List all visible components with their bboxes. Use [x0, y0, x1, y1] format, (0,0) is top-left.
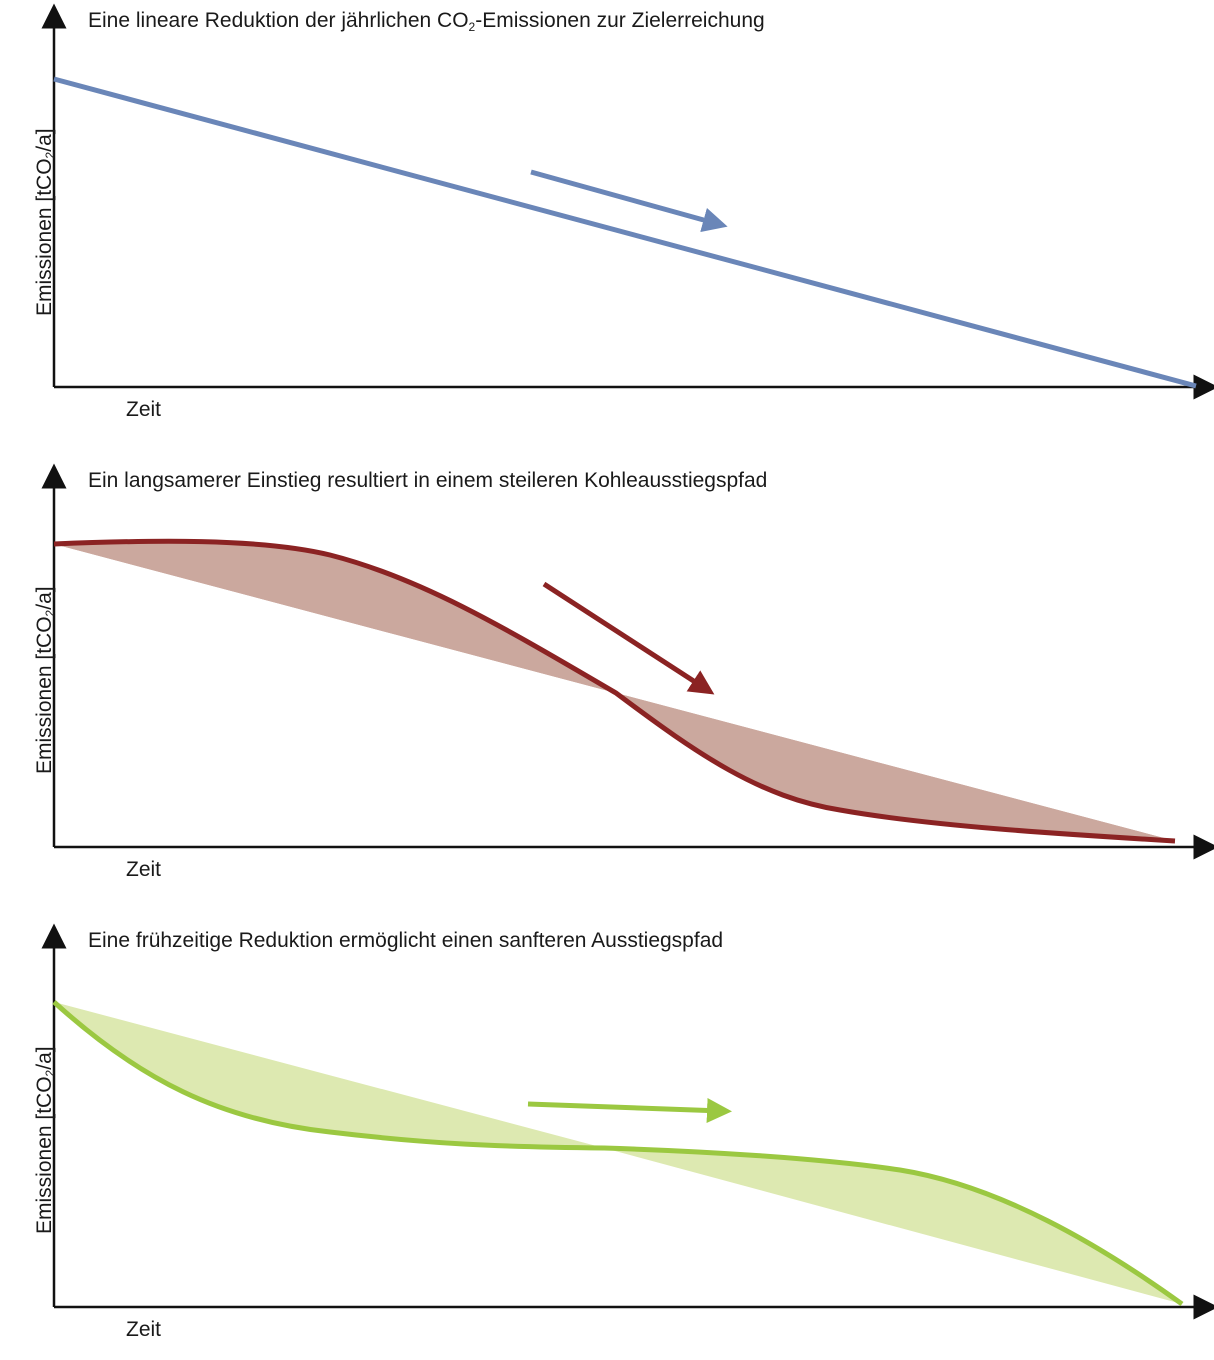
y-axis-label: Emissionen [tCO2/a]: [33, 1046, 57, 1234]
area-fill-upper: [54, 1002, 604, 1148]
x-axis-label: Zeit: [126, 858, 162, 881]
panel-title: Eine lineare Reduktion der jährlichen CO…: [88, 9, 765, 34]
linear-path: [53, 76, 1197, 389]
x-axis-label: Zeit: [126, 398, 162, 421]
y-axis-label: Emissionen [tCO2/a]: [33, 586, 57, 774]
early-start-chart: [41, 923, 1214, 1320]
area-fill-upper: [54, 541, 616, 693]
trend-arrow: [527, 1097, 732, 1123]
panel-title: Eine frühzeitige Reduktion ermöglicht ei…: [88, 929, 724, 952]
linear-chart: [41, 3, 1214, 400]
trend-arrow: [542, 581, 715, 695]
panel-title: Ein langsamerer Einstieg resultiert in e…: [88, 469, 768, 492]
late-start-path: [53, 538, 1176, 844]
panel-late-start: Ein langsamerer Einstieg resultiert in e…: [0, 460, 1214, 900]
y-axis-label: Emissionen [tCO2/a]: [33, 128, 57, 316]
panel-linear: Eine lineare Reduktion der jährlichen CO…: [0, 0, 1214, 440]
x-axis-label: Zeit: [126, 1318, 162, 1341]
late-start-chart: [41, 463, 1214, 860]
trend-arrow: [530, 169, 728, 233]
panel-early-start: Eine frühzeitige Reduktion ermöglicht ei…: [0, 920, 1214, 1360]
area-fill-lower: [616, 693, 1175, 841]
early-start-path: [52, 1000, 1184, 1307]
area-fill-lower: [604, 1148, 1182, 1304]
